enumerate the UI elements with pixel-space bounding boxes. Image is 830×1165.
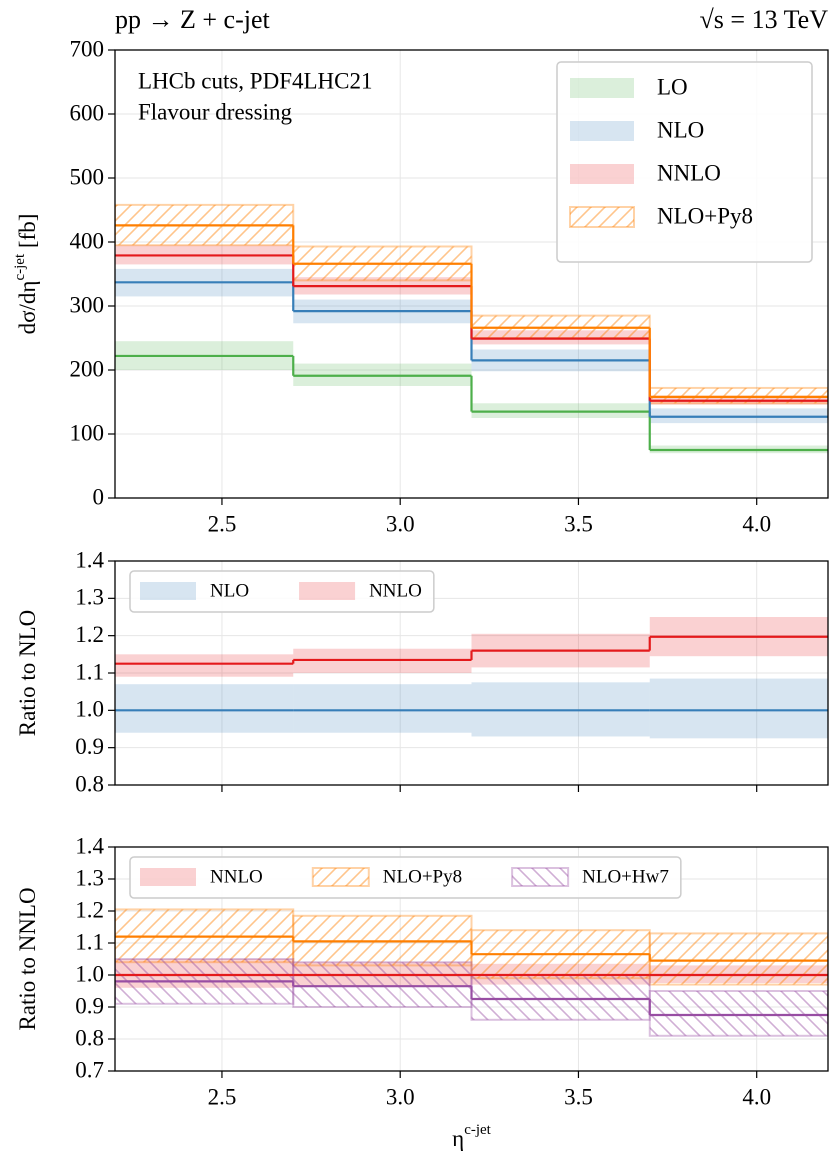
y-tick-label: 0 [93,484,105,509]
y-axis-label: dσ/dηc-jet [fb] [12,214,40,335]
y-tick-label: 0.7 [75,1057,104,1082]
y-axis-label: Ratio to NNLO [15,887,40,1030]
axes-frame [114,49,829,499]
y-tick-label: 1.4 [75,833,104,858]
legend-swatch [140,868,196,886]
legend-label: NNLO [657,160,721,185]
y-axis-label-sup: c-jet [12,253,28,280]
error-band [470,974,651,1021]
y-tick-label: 0.9 [75,734,104,759]
axes-frame [114,846,829,1072]
error-band [292,961,473,1009]
chart-subtitle: √s = 13 TeV [700,5,829,34]
error-band [115,654,294,677]
y-axis-label-text: dσ/dη [15,281,40,335]
y-tick-label: 1.0 [75,697,104,722]
legend-label: NLO [210,580,249,601]
y-tick-label: 0.8 [75,1025,104,1050]
plot-area [115,203,828,454]
legend-swatch [311,867,370,887]
legend-box [129,856,682,899]
legend-label: LO [657,74,688,99]
y-axis-label-text: Ratio to NNLO [15,887,40,1030]
error-band [649,678,828,739]
x-tick-label: 2.5 [208,511,237,536]
y-tick-label: 200 [70,356,105,381]
legend-label: NLO [657,117,704,142]
x-axis-label-text: η [452,1126,464,1151]
x-tick-label: 2.5 [208,1084,237,1109]
x-tick-label: 3.0 [386,511,415,536]
y-axis-label-text: Ratio to NLO [15,610,40,737]
legend: LO NLO NNLO NLO+Py8 [556,61,813,263]
x-tick-label: 3.5 [564,511,593,536]
legend-label: NNLO [369,580,422,601]
legend-label: NLO+Hw7 [582,866,669,887]
legend: NNLO NLO+Py8 NLO+Hw7 [129,856,682,899]
x-tick-label: 4.0 [742,1084,771,1109]
error-band [115,684,294,733]
y-tick-label: 1.4 [75,547,104,572]
y-tick-label: 1.2 [75,622,104,647]
y-tick-label: 1.3 [75,585,104,610]
x-axis-label: ηc-jet [452,1122,492,1151]
legend-swatch [140,582,196,600]
y-tick-label: 0.9 [75,993,104,1018]
legend-swatch [511,867,570,887]
y-tick-label: 400 [70,228,105,253]
y-tick-label: 500 [70,164,105,189]
legend-swatch [570,78,634,98]
y-tick-label: 1.3 [75,865,104,890]
x-axis-label-sup: c-jet [464,1122,491,1138]
y-tick-label: 700 [70,36,105,61]
error-band [648,990,828,1037]
legend-swatch [570,164,634,184]
legend-swatch [570,121,634,141]
legend-label: NLO+Py8 [657,203,753,228]
axes-frame [114,560,829,786]
annotation: LHCb cuts, PDF4LHC21 [138,68,373,93]
annotation: Flavour dressing [138,99,292,124]
plot-area [115,908,828,1037]
plot-area [115,617,828,739]
y-tick-label: 600 [70,100,105,125]
legend-label: NNLO [210,866,263,887]
y-axis-label-unit: [fb] [15,214,40,254]
legend-swatch [299,582,356,600]
legend-label: NLO+Py8 [383,866,462,887]
y-tick-label: 1.2 [75,897,104,922]
y-tick-label: 1.0 [75,961,104,986]
error-band [293,684,472,733]
y-tick-label: 300 [70,292,105,317]
y-axis-label: Ratio to NLO [15,610,40,737]
legend-box [129,570,435,613]
x-tick-label: 4.0 [742,511,771,536]
y-tick-label: 1.1 [75,659,104,684]
error-band [648,932,828,986]
y-tick-label: 100 [70,420,105,445]
x-tick-label: 3.5 [564,1084,593,1109]
x-tick-label: 3.0 [386,1084,415,1109]
y-tick-label: 0.8 [75,771,104,796]
chart-title: pp → Z + c-jet [115,5,271,34]
legend-swatch [569,206,635,228]
legend: NLO NNLO [129,570,435,613]
y-tick-label: 1.1 [75,929,104,954]
